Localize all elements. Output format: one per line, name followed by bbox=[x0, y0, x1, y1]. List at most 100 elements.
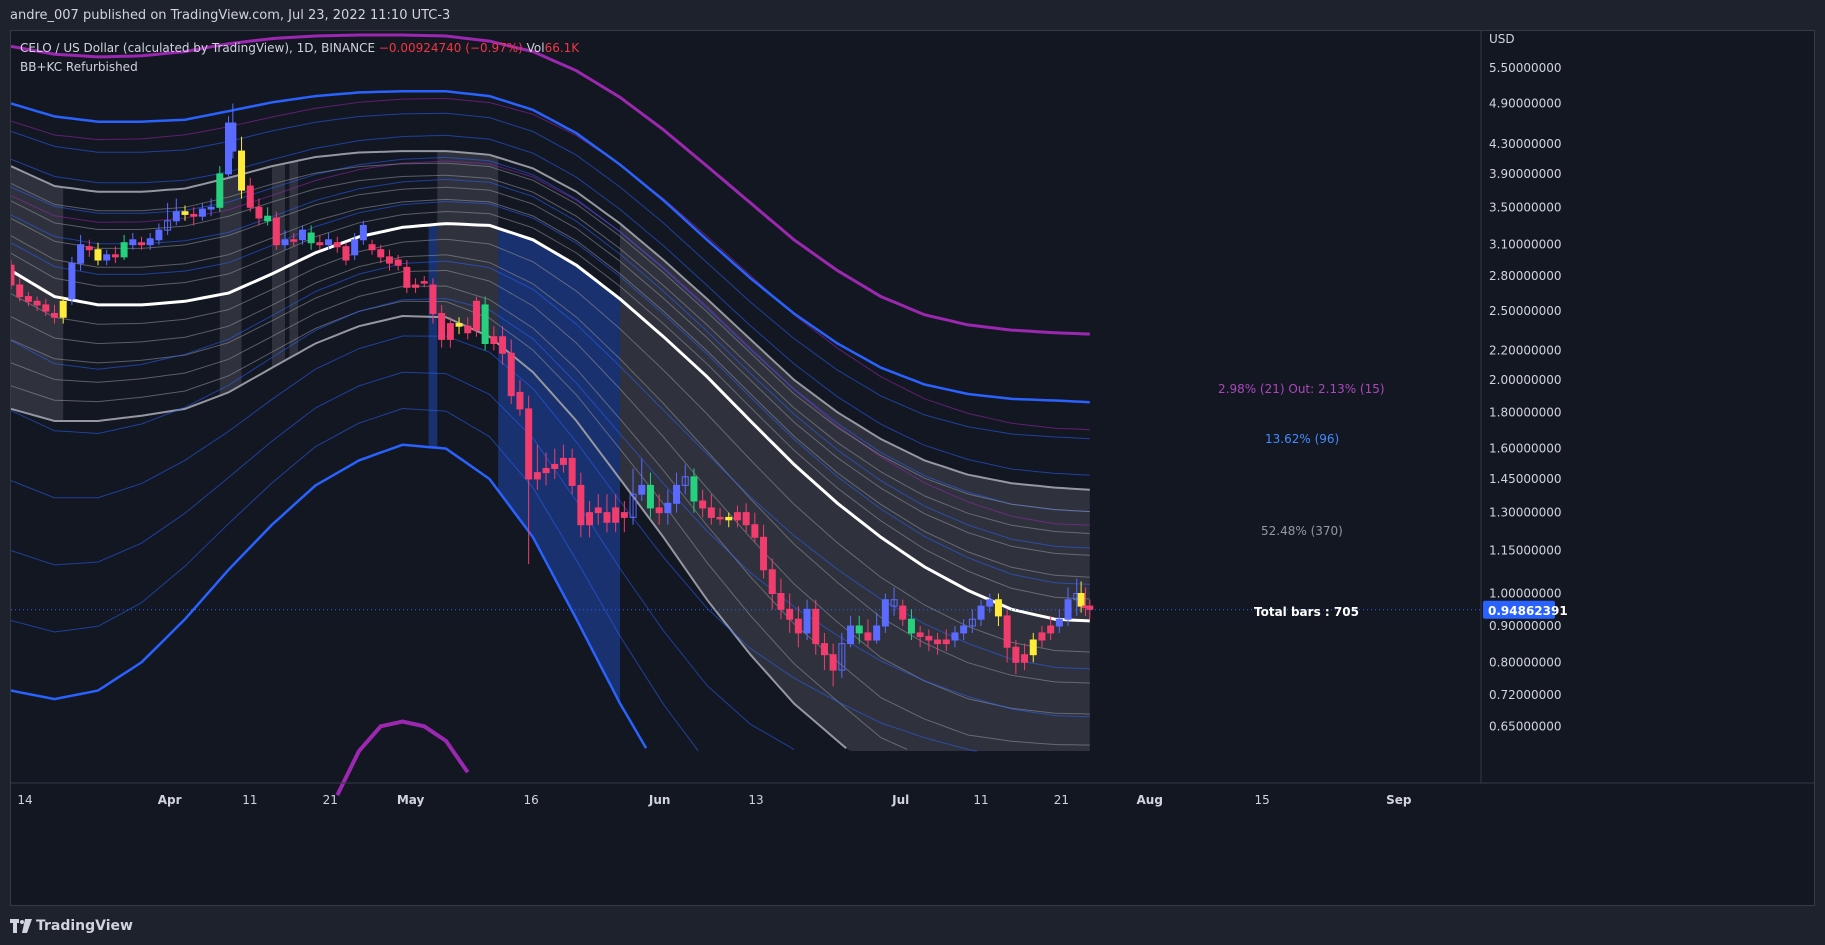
price-tick-label: 1.30000000 bbox=[1489, 506, 1562, 520]
price-tick-label: 4.30000000 bbox=[1489, 137, 1562, 151]
candle-body bbox=[264, 215, 272, 222]
time-tick-label: 11 bbox=[973, 793, 988, 807]
candle-body bbox=[594, 507, 602, 514]
candle-body bbox=[612, 507, 620, 523]
candle-body bbox=[155, 229, 163, 241]
candle-body bbox=[603, 512, 611, 523]
candle-body bbox=[986, 599, 994, 607]
time-tick-label: 21 bbox=[1054, 793, 1069, 807]
candle-body bbox=[838, 643, 846, 671]
price-unit-label: USD bbox=[1489, 32, 1515, 46]
gray-lower-band-2 bbox=[11, 254, 1090, 684]
shaded-zones bbox=[11, 151, 1090, 752]
candle-body bbox=[881, 599, 889, 627]
gray-lower-band-4 bbox=[11, 285, 1090, 746]
candle-body bbox=[899, 605, 907, 620]
candle-body bbox=[1077, 593, 1085, 607]
price-tick-label: 1.80000000 bbox=[1489, 405, 1562, 419]
candle-body bbox=[655, 507, 663, 514]
gray-upper-band-3 bbox=[11, 186, 1090, 556]
blue-upper-band-4 bbox=[11, 134, 1090, 476]
volume-label: Vol bbox=[526, 41, 545, 55]
indicator-title[interactable]: BB+KC Refurbished bbox=[20, 60, 138, 74]
candle-body bbox=[855, 625, 863, 634]
time-tick-label: 11 bbox=[242, 793, 257, 807]
gray-lower-band-3 bbox=[11, 269, 1090, 715]
candle-body bbox=[42, 304, 50, 312]
candle-body bbox=[568, 457, 576, 486]
price-chart[interactable]: USD 5.50000000 4.90000000 4.30000000 3.90000… bbox=[11, 31, 1814, 905]
time-tick-label: 21 bbox=[323, 793, 338, 807]
purple-band-stat: 2.98% (21) Out: 2.13% (15) bbox=[1218, 382, 1385, 396]
candle-body bbox=[77, 244, 85, 264]
candle-body bbox=[446, 323, 454, 340]
candle-body bbox=[351, 239, 359, 256]
time-tick-label: Jul bbox=[891, 793, 909, 807]
price-tick-label: 0.65000000 bbox=[1489, 719, 1562, 733]
candle-body bbox=[847, 625, 855, 645]
candle-body bbox=[551, 463, 559, 470]
blue-band-stat: 13.62% (96) bbox=[1265, 432, 1339, 446]
candle-body bbox=[377, 249, 385, 258]
price-tick-label: 0.90000000 bbox=[1489, 619, 1562, 633]
candle-body bbox=[85, 246, 93, 251]
candle-body bbox=[216, 173, 224, 208]
candle-body bbox=[646, 484, 654, 509]
candle-body bbox=[629, 493, 637, 518]
candle-body bbox=[11, 264, 15, 286]
candle-body bbox=[281, 239, 289, 246]
candle-body bbox=[916, 632, 924, 637]
candle-body bbox=[255, 206, 263, 219]
candle-body bbox=[190, 213, 198, 217]
price-tick-label: 2.00000000 bbox=[1489, 373, 1562, 387]
symbol-row[interactable]: CELO / US Dollar (calculated by TradingV… bbox=[20, 39, 579, 58]
candle-body bbox=[403, 266, 411, 288]
blue-lower-band-3 bbox=[11, 335, 977, 752]
candle-body bbox=[542, 468, 550, 474]
candle-body bbox=[420, 281, 428, 284]
publish-header: andre_007 published on TradingView.com, … bbox=[0, 0, 1825, 30]
gray-band-stat: 52.48% (370) bbox=[1261, 524, 1343, 538]
purple-upper-band-2 bbox=[11, 97, 1090, 431]
tradingview-logo-icon[interactable] bbox=[10, 919, 32, 933]
gray-lower-band-5 bbox=[11, 300, 908, 750]
time-tick-label: Jun bbox=[648, 793, 671, 807]
time-tick-label: May bbox=[397, 793, 425, 807]
candle-body bbox=[1064, 599, 1072, 620]
last-price-badge bbox=[1483, 600, 1555, 619]
blue-lower-band-5 bbox=[11, 407, 699, 752]
blue-lower-band-6 bbox=[11, 443, 648, 749]
candle-body bbox=[716, 516, 724, 520]
candle-body bbox=[586, 512, 594, 526]
candle-body bbox=[1021, 654, 1029, 663]
symbol-title[interactable]: CELO / US Dollar (calculated by TradingV… bbox=[20, 41, 376, 55]
candle-body bbox=[525, 408, 533, 480]
candle-body bbox=[198, 208, 206, 217]
candle-body bbox=[516, 391, 524, 410]
candle-body bbox=[907, 618, 915, 634]
candle-body bbox=[812, 608, 820, 645]
candle-body bbox=[1029, 639, 1037, 656]
candle-body bbox=[577, 484, 585, 526]
candle-body bbox=[325, 239, 333, 246]
price-tick-label: 1.00000000 bbox=[1489, 587, 1562, 601]
time-axis[interactable]: 14 Apr 11 21 May 16 Jun 13 Jul 11 21 Aug 15 Sep bbox=[17, 793, 1411, 807]
shaded-zone-5 bbox=[437, 151, 499, 344]
candle-body bbox=[455, 323, 463, 327]
candle-body bbox=[820, 643, 828, 656]
candle-body bbox=[94, 249, 102, 261]
blue-upper-band-1 bbox=[11, 200, 1090, 585]
tradingview-brand[interactable]: TradingView bbox=[36, 918, 133, 934]
price-tick-label: 3.10000000 bbox=[1489, 238, 1562, 252]
candle-body bbox=[725, 516, 733, 521]
purple-upper-band-3 bbox=[11, 33, 1090, 336]
candle-body bbox=[890, 599, 898, 607]
price-axis[interactable]: USD 5.50000000 4.90000000 4.30000000 3.90000… bbox=[11, 31, 1814, 905]
time-tick-label: 13 bbox=[748, 793, 763, 807]
candle-body bbox=[59, 300, 67, 318]
candle-body bbox=[864, 632, 872, 641]
candle-body bbox=[1012, 646, 1020, 663]
candle-body bbox=[272, 217, 280, 246]
candle-body bbox=[490, 336, 498, 345]
time-tick-label: Apr bbox=[158, 793, 182, 807]
